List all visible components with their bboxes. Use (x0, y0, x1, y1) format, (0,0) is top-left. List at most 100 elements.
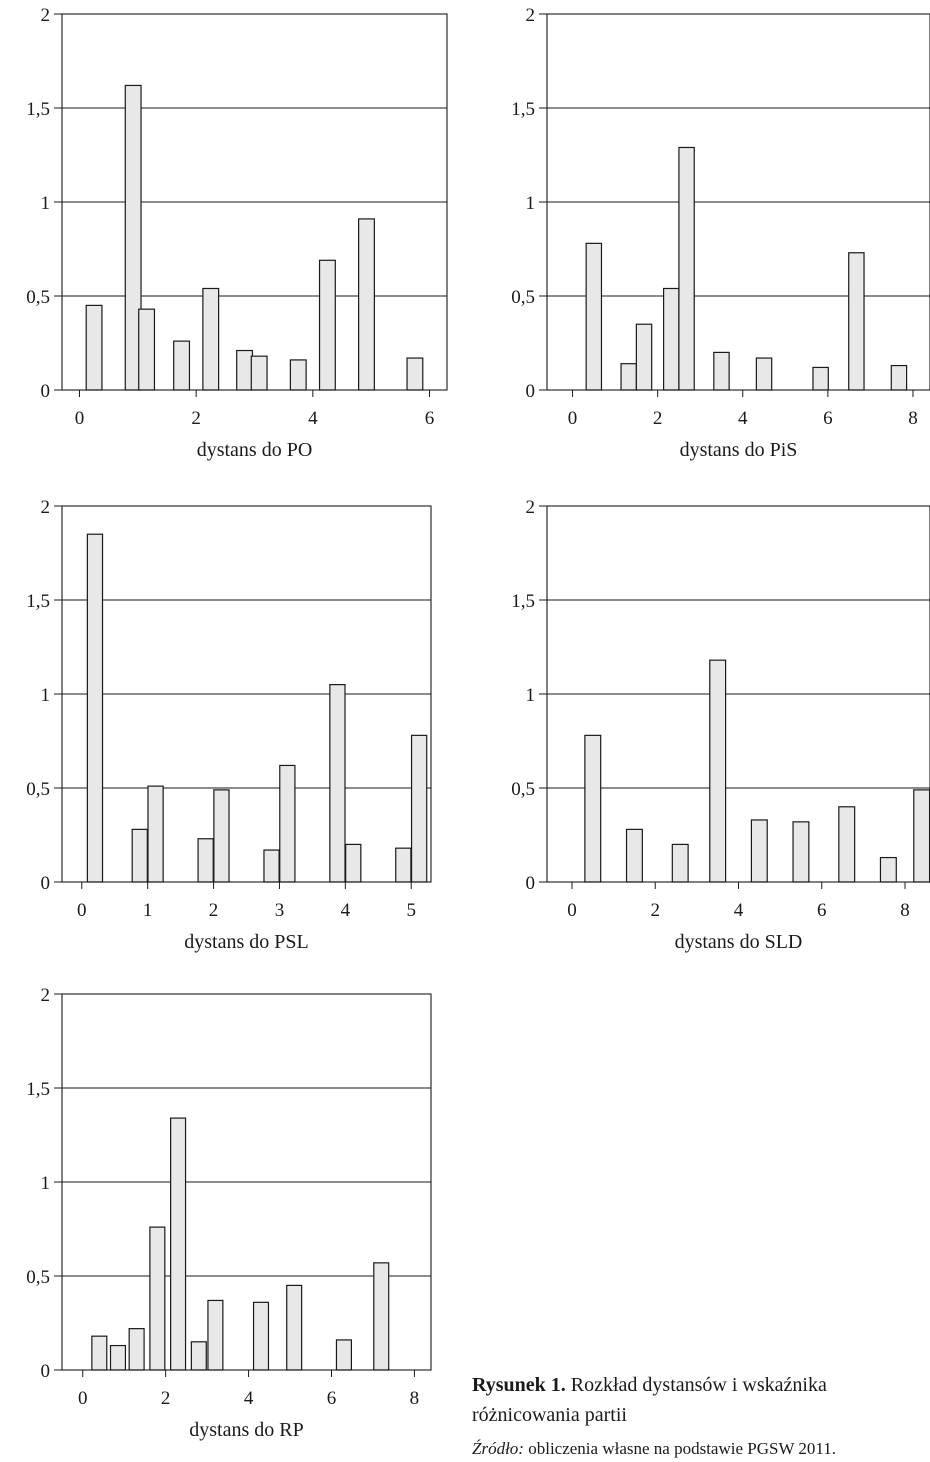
x-tick-label: 4 (341, 900, 351, 921)
chart-sld: 0 0,5 1 1,5 2 0 2 4 6 8 dystans do SLD (511, 497, 930, 953)
x-tick-label: 6 (327, 1388, 337, 1409)
y-tick-label: 1 (526, 685, 536, 706)
y-tick-label: 2 (41, 5, 51, 26)
source-label: Źródło: (472, 1439, 524, 1458)
bar (671, 843, 689, 883)
bar (173, 340, 191, 391)
bar (170, 1117, 187, 1371)
x-tick-label: 0 (78, 1388, 88, 1409)
bar (86, 533, 104, 883)
bar (149, 1226, 166, 1371)
bar (792, 821, 810, 883)
x-tick-label: 2 (209, 900, 219, 921)
bar (147, 785, 164, 883)
x-tick-label: 0 (568, 408, 578, 429)
chart-pis: 0 0,5 1 1,5 2 0 2 4 6 8 dystans do PiS (511, 5, 930, 461)
x-tick-label: 6 (425, 408, 435, 429)
x-tick-label: 6 (817, 900, 827, 921)
bar (252, 1301, 270, 1371)
bar (913, 789, 930, 883)
chart-psl: 0 0,5 1 1,5 2 0 1 2 3 4 5 dystans do PSL (26, 497, 432, 953)
x-axis-label: dystans do PO (197, 439, 313, 461)
bar (750, 819, 768, 883)
bar (279, 764, 296, 883)
y-tick-label: 0,5 (26, 779, 50, 800)
bar (358, 218, 375, 391)
x-tick-label: 4 (738, 408, 748, 429)
bar (128, 1328, 145, 1371)
bar (879, 856, 897, 883)
y-tick-label: 2 (526, 497, 536, 518)
bar (406, 357, 424, 391)
x-tick-label: 8 (908, 408, 918, 429)
bar (373, 1262, 390, 1371)
bar (190, 1341, 207, 1371)
y-tick-label: 0 (41, 873, 51, 894)
caption-text: Rozkład dystansów i wskaźnika różnicowan… (472, 1374, 827, 1426)
y-tick-label: 1 (41, 685, 51, 706)
bar (318, 259, 336, 391)
bar (202, 287, 220, 391)
y-tick-label: 1,5 (26, 591, 50, 612)
y-tick-label: 0,5 (26, 1267, 50, 1288)
bar (755, 357, 773, 391)
caption-label: Rysunek 1. (472, 1374, 566, 1396)
y-tick-label: 0,5 (26, 287, 50, 308)
chart-po: 0 0,5 1 1,5 2 0 2 4 6 dystans do PO (26, 5, 448, 461)
bar (213, 789, 230, 883)
bar (663, 287, 680, 391)
y-tick-label: 0 (526, 381, 536, 402)
y-tick-label: 1 (526, 193, 536, 214)
y-tick-label: 1,5 (511, 591, 535, 612)
x-tick-label: 6 (823, 408, 833, 429)
x-tick-label: 4 (308, 408, 318, 429)
bar (109, 1344, 127, 1371)
chart-rp: 0 0,5 1 1,5 2 0 2 4 6 8 dystans do RP (26, 985, 432, 1441)
bar (345, 843, 362, 883)
bar (138, 308, 156, 391)
bar (85, 304, 103, 391)
bar (890, 364, 908, 391)
x-tick-label: 8 (900, 900, 910, 921)
y-tick-label: 0 (526, 873, 536, 894)
y-tick-label: 0,5 (511, 779, 535, 800)
y-tick-label: 0 (41, 1361, 51, 1382)
bar (620, 363, 637, 391)
y-tick-label: 2 (41, 985, 51, 1006)
y-tick-label: 0,5 (511, 287, 535, 308)
bar (286, 1284, 303, 1371)
x-tick-label: 2 (650, 900, 660, 921)
bar (197, 838, 214, 883)
x-axis-label: dystans do RP (189, 1419, 303, 1441)
bar (236, 349, 254, 391)
y-tick-label: 1 (41, 193, 51, 214)
bar (584, 734, 602, 883)
bar (410, 734, 428, 883)
bar (635, 323, 653, 391)
x-axis-label: dystans do PSL (184, 931, 308, 953)
y-tick-label: 1,5 (26, 99, 50, 120)
x-tick-label: 4 (734, 900, 744, 921)
figure-caption: Rysunek 1. Rozkład dystansów i wskaźnika… (472, 1370, 922, 1462)
x-tick-label: 3 (275, 900, 285, 921)
bar (289, 359, 307, 391)
x-axis-label: dystans do PiS (680, 439, 798, 461)
y-tick-label: 2 (526, 5, 536, 26)
bar (91, 1335, 108, 1371)
bar (207, 1299, 224, 1371)
bar (250, 355, 268, 391)
caption-source: Źródło: obliczenia własne na podstawie P… (472, 1436, 922, 1462)
y-tick-label: 1,5 (511, 99, 535, 120)
x-tick-label: 2 (653, 408, 663, 429)
bar (848, 252, 865, 391)
bar (838, 806, 856, 883)
y-tick-label: 1 (41, 1173, 51, 1194)
bar (713, 351, 730, 391)
bar (709, 659, 727, 883)
bar (625, 828, 643, 883)
bar (131, 828, 148, 883)
x-tick-label: 0 (567, 900, 577, 921)
bar (263, 849, 280, 883)
x-tick-label: 5 (406, 900, 416, 921)
